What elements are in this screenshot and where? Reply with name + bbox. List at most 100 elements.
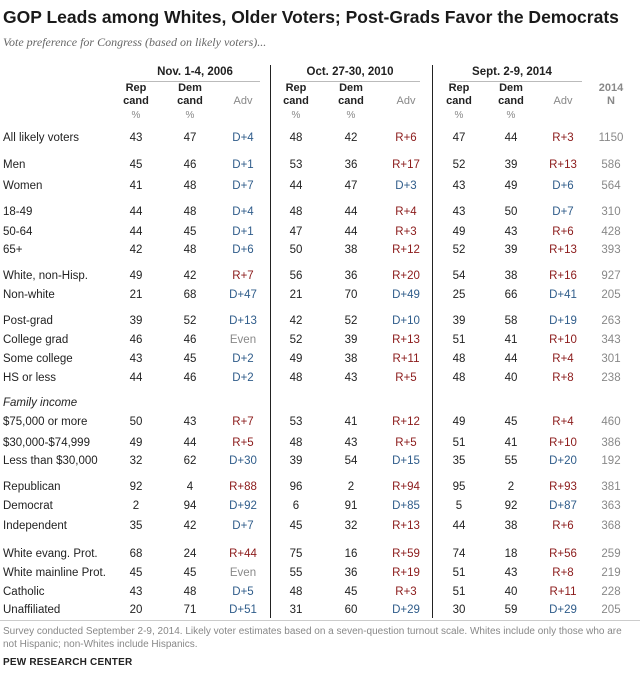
percent-label: % <box>454 110 464 121</box>
row-label: Some college <box>3 353 73 365</box>
dem-cand-value: 36 <box>344 567 358 579</box>
advantage-value: R+88 <box>229 481 257 493</box>
dem-cand-header: Dem cand <box>326 82 376 108</box>
dem-cand-value: 38 <box>504 520 518 532</box>
row-label: Men <box>3 159 26 171</box>
period-header: Oct. 27-30, 2010 <box>306 66 394 78</box>
rep-cand-value: 47 <box>289 226 303 238</box>
table-bottom-rule <box>0 620 640 621</box>
dem-cand-value: 43 <box>504 226 518 238</box>
row-label: Republican <box>3 481 61 493</box>
rep-cand-value: 55 <box>289 567 303 579</box>
advantage-value: R+17 <box>392 159 420 171</box>
rep-cand-value: 49 <box>452 416 466 428</box>
dem-cand-value: 52 <box>183 315 197 327</box>
dem-cand-value: 46 <box>183 159 197 171</box>
sample-size-value: 205 <box>601 289 621 301</box>
row-label: White mainline Prot. <box>3 567 106 579</box>
rep-cand-value: 48 <box>452 353 466 365</box>
rep-cand-value: 95 <box>452 481 466 493</box>
dem-cand-value: 48 <box>183 244 197 256</box>
dem-cand-value: 54 <box>344 455 358 467</box>
rep-cand-value: 44 <box>289 180 303 192</box>
dem-cand-value: 36 <box>344 270 358 282</box>
dem-cand-value: 39 <box>504 159 518 171</box>
sample-size-value: 460 <box>601 416 621 428</box>
dem-cand-value: 43 <box>183 416 197 428</box>
rep-cand-header-line: cand <box>446 95 472 107</box>
dem-cand-value: 43 <box>504 567 518 579</box>
advantage-value: D+13 <box>229 315 257 327</box>
row-label: Post-grad <box>3 315 53 327</box>
sample-size-value: 310 <box>601 206 621 218</box>
rep-cand-value: 75 <box>289 548 303 560</box>
dem-cand-value: 91 <box>344 500 358 512</box>
rep-cand-value: 42 <box>129 244 143 256</box>
rep-cand-value: 56 <box>289 270 303 282</box>
sample-size-value: 238 <box>601 372 621 384</box>
rep-cand-value: 96 <box>289 481 303 493</box>
advantage-value: R+3 <box>395 226 417 238</box>
row-label: $75,000 or more <box>3 416 88 428</box>
advantage-value: D+6 <box>232 244 254 256</box>
dem-cand-value: 43 <box>344 372 358 384</box>
advantage-value: R+94 <box>392 481 420 493</box>
dem-cand-value: 46 <box>183 334 197 346</box>
rep-cand-value: 50 <box>289 244 303 256</box>
dem-cand-value: 2 <box>507 481 515 493</box>
dem-cand-value: 40 <box>504 586 518 598</box>
advantage-value: R+5 <box>232 437 254 449</box>
advantage-value: D+15 <box>392 455 420 467</box>
row-label: Non-white <box>3 289 55 301</box>
rep-cand-value: 6 <box>292 500 300 512</box>
dem-cand-value: 92 <box>504 500 518 512</box>
rep-cand-value: 53 <box>289 416 303 428</box>
advantage-value: R+7 <box>232 270 254 282</box>
advantage-value: D+2 <box>232 353 254 365</box>
dem-cand-value: 4 <box>186 481 194 493</box>
dem-cand-value: 45 <box>504 416 518 428</box>
rep-cand-value: 51 <box>452 437 466 449</box>
advantage-value: R+4 <box>395 206 417 218</box>
rep-cand-value: 21 <box>289 289 303 301</box>
rep-cand-value: 50 <box>129 416 143 428</box>
advantage-value: R+13 <box>392 520 420 532</box>
advantage-value: D+41 <box>549 289 577 301</box>
advantage-value: D+20 <box>549 455 577 467</box>
dem-cand-value: 38 <box>344 244 358 256</box>
sample-size-value: 219 <box>601 567 621 579</box>
dem-cand-value: 36 <box>344 159 358 171</box>
dem-cand-header-line: cand <box>498 95 524 107</box>
dem-cand-value: 45 <box>183 353 197 365</box>
sample-size-value: 927 <box>601 270 621 282</box>
rep-cand-value: 51 <box>452 334 466 346</box>
period-underline <box>130 81 260 82</box>
source-label: PEW RESEARCH CENTER <box>3 657 133 668</box>
sample-size-value: 228 <box>601 586 621 598</box>
rep-cand-value: 44 <box>129 206 143 218</box>
advantage-value: R+6 <box>552 520 574 532</box>
rep-cand-value: 49 <box>452 226 466 238</box>
advantage-value: D+92 <box>229 500 257 512</box>
dem-cand-value: 39 <box>344 334 358 346</box>
sample-size-value: 363 <box>601 500 621 512</box>
row-label: White evang. Prot. <box>3 548 98 560</box>
advantage-value: D+85 <box>392 500 420 512</box>
advantage-value: D+51 <box>229 604 257 616</box>
rep-cand-value: 46 <box>129 334 143 346</box>
rep-cand-value: 44 <box>452 520 466 532</box>
dem-cand-value: 59 <box>504 604 518 616</box>
rep-cand-value: 48 <box>452 372 466 384</box>
dem-cand-value: 44 <box>504 132 518 144</box>
advantage-value: R+6 <box>395 132 417 144</box>
advantage-value: R+5 <box>395 437 417 449</box>
n-header: 2014 N <box>586 82 636 108</box>
rep-cand-value: 45 <box>129 567 143 579</box>
advantage-value: D+1 <box>232 226 254 238</box>
advantage-value: D+10 <box>392 315 420 327</box>
advantage-value: R+3 <box>395 586 417 598</box>
dem-cand-header: Dem cand <box>486 82 536 108</box>
rep-cand-value: 52 <box>289 334 303 346</box>
dem-cand-value: 46 <box>183 372 197 384</box>
sample-size-value: 564 <box>601 180 621 192</box>
